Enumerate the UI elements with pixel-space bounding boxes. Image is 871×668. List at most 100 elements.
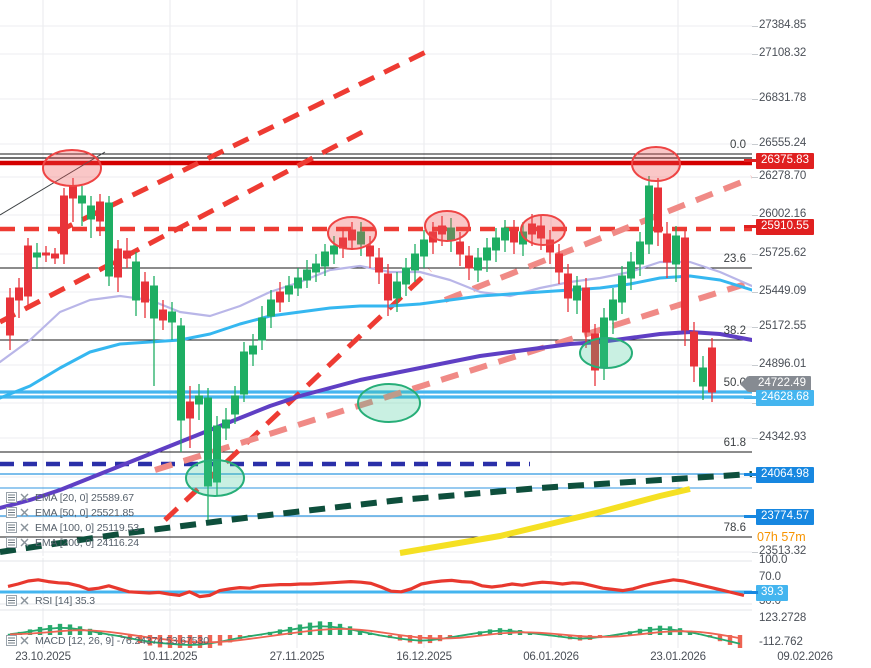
candle-body[interactable] xyxy=(582,287,590,333)
candle-body[interactable] xyxy=(42,252,50,256)
candle-body[interactable] xyxy=(285,285,293,295)
legend-row[interactable]: EMA [50, 0] 25521.85 xyxy=(6,506,134,519)
candle-body[interactable] xyxy=(330,245,338,255)
price-level-tag[interactable]: 24628.68 xyxy=(756,390,814,406)
settings-icon[interactable] xyxy=(6,492,17,503)
candle-body[interactable] xyxy=(555,253,563,273)
current-price-tag[interactable]: 24722.49 xyxy=(740,376,811,392)
candle-body[interactable] xyxy=(78,195,86,204)
marker-ellipse-resistance[interactable] xyxy=(424,210,470,242)
candle-body[interactable] xyxy=(6,297,14,336)
candle-body[interactable] xyxy=(672,235,680,265)
legend-row[interactable]: RSI [14] 35.3 xyxy=(6,594,95,607)
candle-body[interactable] xyxy=(123,250,131,259)
candle-body[interactable] xyxy=(438,225,446,235)
price-level-tag[interactable]: 23774.57 xyxy=(756,509,814,525)
candle-body[interactable] xyxy=(312,263,320,273)
marker-ellipse-support[interactable] xyxy=(579,337,633,369)
candle-body[interactable] xyxy=(24,245,32,297)
remove-icon[interactable] xyxy=(19,522,30,533)
candle-body[interactable] xyxy=(240,351,248,395)
candle-body[interactable] xyxy=(564,273,572,299)
candle-body[interactable] xyxy=(150,285,158,319)
candle-body[interactable] xyxy=(366,245,374,257)
candle-body[interactable] xyxy=(258,317,266,341)
legend-row[interactable]: EMA [20, 0] 25589.67 xyxy=(6,491,134,504)
candle-body[interactable] xyxy=(492,237,500,251)
candle-body[interactable] xyxy=(33,252,41,258)
candle-body[interactable] xyxy=(348,229,356,241)
candle-body[interactable] xyxy=(51,253,59,259)
candle-body[interactable] xyxy=(573,285,581,301)
candle-body[interactable] xyxy=(186,401,194,419)
remove-icon[interactable] xyxy=(19,635,30,646)
legend-row[interactable]: EMA [200, 0] 24116.24 xyxy=(6,536,139,549)
candle-body[interactable] xyxy=(690,331,698,367)
price-level-tag[interactable]: 26375.83 xyxy=(756,153,814,169)
candle-body[interactable] xyxy=(546,239,554,253)
macd-pane[interactable] xyxy=(0,608,752,651)
candle-body[interactable] xyxy=(168,311,176,323)
candle-body[interactable] xyxy=(654,187,662,233)
marker-ellipse-resistance[interactable] xyxy=(631,146,681,182)
marker-ellipse-support[interactable] xyxy=(185,459,245,497)
candle-body[interactable] xyxy=(609,299,617,321)
candle-body[interactable] xyxy=(303,269,311,281)
remove-icon[interactable] xyxy=(19,492,30,503)
candle-body[interactable] xyxy=(141,281,149,303)
candle-body[interactable] xyxy=(465,255,473,269)
rsi-chart-canvas[interactable] xyxy=(0,558,752,606)
candle-body[interactable] xyxy=(501,227,509,241)
candle-body[interactable] xyxy=(699,367,707,387)
settings-icon[interactable] xyxy=(6,635,17,646)
candle-body[interactable] xyxy=(96,201,104,222)
settings-icon[interactable] xyxy=(6,522,17,533)
candle-body[interactable] xyxy=(222,419,230,429)
candle-body[interactable] xyxy=(294,277,302,289)
candle-body[interactable] xyxy=(402,267,410,285)
candle-body[interactable] xyxy=(114,248,122,278)
candle-body[interactable] xyxy=(474,257,482,271)
candle-body[interactable] xyxy=(195,395,203,405)
candle-body[interactable] xyxy=(321,251,329,267)
settings-icon[interactable] xyxy=(6,537,17,548)
candle-body[interactable] xyxy=(510,229,518,243)
macd-chart-canvas[interactable] xyxy=(0,608,752,651)
candle-body[interactable] xyxy=(87,205,95,220)
candle-body[interactable] xyxy=(645,185,653,245)
candle-body[interactable] xyxy=(231,395,239,415)
candle-body[interactable] xyxy=(177,325,185,421)
legend-row[interactable]: MACD [12, 26, 9] -76.24374 53.67530 xyxy=(6,634,209,647)
candle-body[interactable] xyxy=(393,281,401,299)
candle-body[interactable] xyxy=(15,287,23,301)
candle-body[interactable] xyxy=(420,239,428,257)
candle-body[interactable] xyxy=(618,275,626,303)
candle-body[interactable] xyxy=(159,309,167,321)
candle-body[interactable] xyxy=(483,247,491,261)
candle-body[interactable] xyxy=(681,237,689,331)
marker-ellipse-support[interactable] xyxy=(357,383,421,423)
remove-icon[interactable] xyxy=(19,537,30,548)
candle-body[interactable] xyxy=(411,253,419,271)
candle-body[interactable] xyxy=(636,241,644,265)
price-level-tag[interactable]: 25910.55 xyxy=(756,219,814,235)
candle-body[interactable] xyxy=(627,261,635,279)
candle-body[interactable] xyxy=(69,185,77,199)
candle-body[interactable] xyxy=(384,273,392,301)
candle-body[interactable] xyxy=(132,261,140,301)
candle-body[interactable] xyxy=(249,345,257,355)
marker-ellipse-resistance[interactable] xyxy=(42,149,102,187)
candle-body[interactable] xyxy=(105,202,113,277)
rsi-pane[interactable] xyxy=(0,558,752,606)
candle-body[interactable] xyxy=(375,257,383,273)
price-axis[interactable]: 27384.85 27108.32 26831.78 26555.24 26278.70… xyxy=(752,0,871,648)
candle-body[interactable] xyxy=(213,425,221,483)
candle-body[interactable] xyxy=(663,233,671,263)
candle-body[interactable] xyxy=(708,347,716,393)
settings-icon[interactable] xyxy=(6,507,17,518)
candle-body[interactable] xyxy=(528,223,536,235)
price-pane[interactable] xyxy=(0,0,754,556)
marker-ellipse-resistance[interactable] xyxy=(520,214,566,246)
candle-body[interactable] xyxy=(276,291,284,303)
